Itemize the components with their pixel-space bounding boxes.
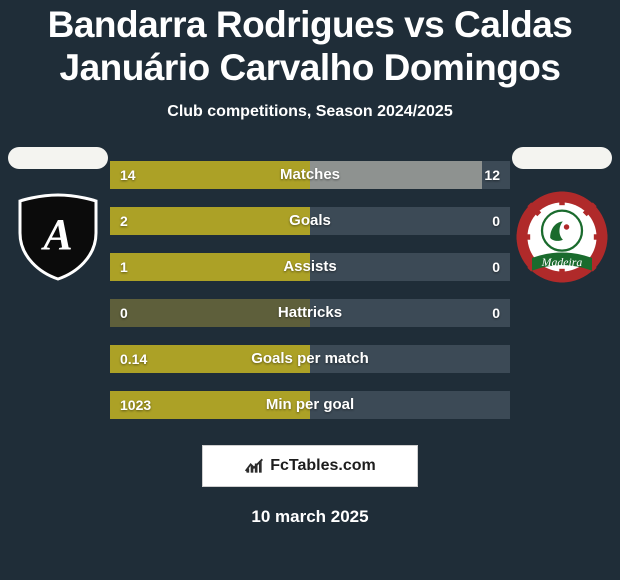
stat-value-left: 0.14 bbox=[120, 345, 147, 373]
stat-value-right: 0 bbox=[492, 207, 500, 235]
stat-row: Min per goal1023 bbox=[110, 391, 510, 419]
svg-text:A: A bbox=[40, 210, 72, 259]
player-left-crest: A bbox=[8, 187, 108, 287]
page-title: Bandarra Rodrigues vs Caldas Januário Ca… bbox=[0, 0, 620, 89]
stat-value-right: 12 bbox=[484, 161, 500, 189]
player-right-pill bbox=[512, 147, 612, 169]
stat-value-right: 0 bbox=[492, 253, 500, 281]
stat-bars: Matches1412Goals20Assists10Hattricks00Go… bbox=[110, 161, 510, 419]
subtitle: Club competitions, Season 2024/2025 bbox=[0, 103, 620, 121]
stats-area: A bbox=[0, 161, 620, 419]
stat-label: Hattricks bbox=[110, 299, 510, 327]
stat-label: Goals bbox=[110, 207, 510, 235]
stat-label: Min per goal bbox=[110, 391, 510, 419]
stat-row: Hattricks0 0 bbox=[110, 299, 510, 327]
stat-row: Assists1 0 bbox=[110, 253, 510, 281]
stat-value-left: 1023 bbox=[120, 391, 151, 419]
player-left-pill bbox=[8, 147, 108, 169]
stat-label: Goals per match bbox=[110, 345, 510, 373]
stat-value-left: 0 bbox=[120, 299, 128, 327]
crest-banner-text: Madeira bbox=[541, 255, 583, 269]
player-right-badge: Madeira bbox=[512, 147, 612, 287]
stat-row: Matches14 12 bbox=[110, 161, 510, 189]
player-left-badge: A bbox=[8, 147, 108, 287]
date-text: 10 march 2025 bbox=[0, 507, 620, 527]
footer-badge: FcTables.com bbox=[202, 445, 418, 487]
player-right-crest: Madeira bbox=[512, 187, 612, 287]
stat-row: Goals2 0 bbox=[110, 207, 510, 235]
stat-value-left: 2 bbox=[120, 207, 128, 235]
stat-label: Assists bbox=[110, 253, 510, 281]
stat-value-right: 0 bbox=[492, 299, 500, 327]
stat-row: Goals per match0.14 bbox=[110, 345, 510, 373]
stat-value-left: 1 bbox=[120, 253, 128, 281]
footer-badge-text: FcTables.com bbox=[270, 457, 376, 475]
stat-label: Matches bbox=[110, 161, 510, 189]
chart-icon bbox=[244, 457, 264, 475]
stat-value-left: 14 bbox=[120, 161, 136, 189]
